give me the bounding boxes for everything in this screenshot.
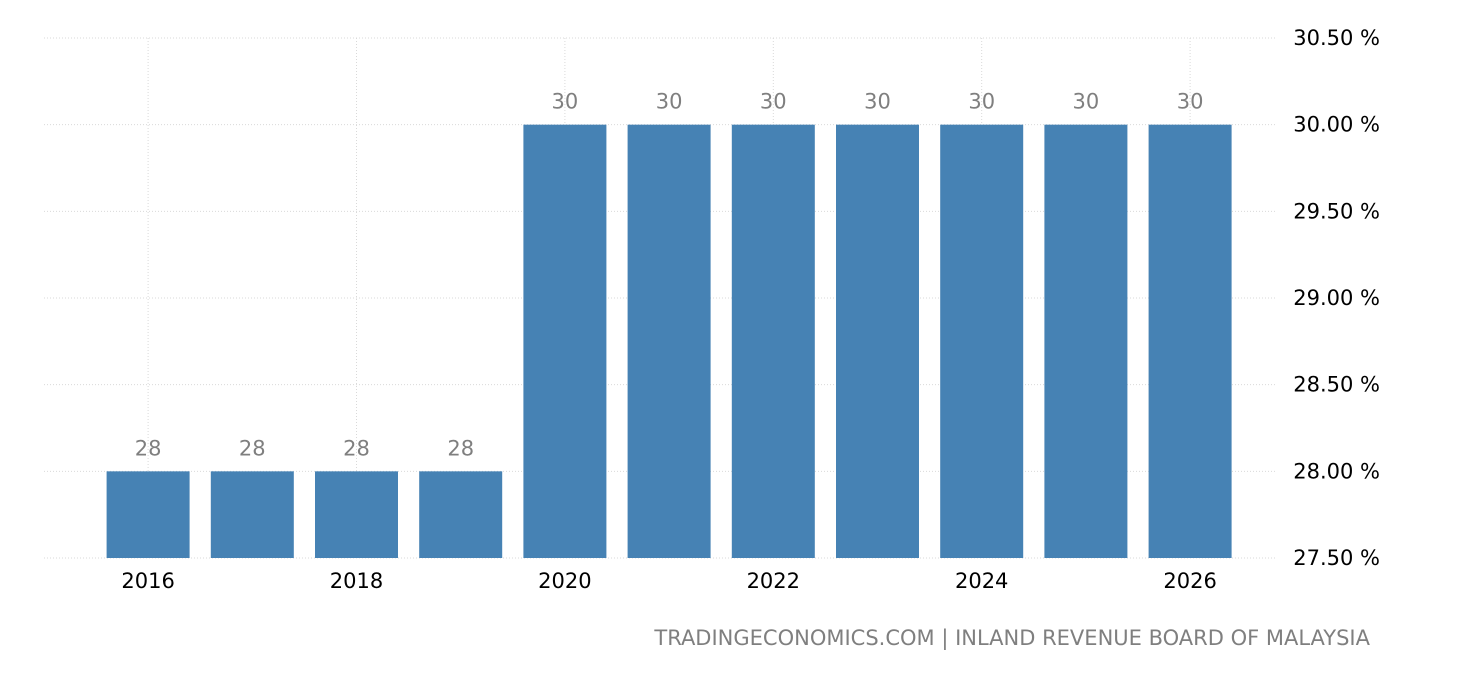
data-label-2024: 30 bbox=[968, 90, 995, 114]
y-tick-label: 29.50 % bbox=[1293, 199, 1380, 223]
bar-2016 bbox=[106, 471, 190, 558]
y-tick-label: 28.00 % bbox=[1293, 459, 1380, 483]
data-label-2017: 28 bbox=[239, 436, 266, 460]
data-label-2022: 30 bbox=[760, 90, 787, 114]
bar-2022 bbox=[731, 124, 815, 559]
x-tick-label: 2022 bbox=[747, 569, 800, 593]
y-tick-label: 30.50 % bbox=[1293, 26, 1380, 50]
bar-2025 bbox=[1044, 124, 1128, 559]
source-attribution: TRADINGECONOMICS.COM | INLAND REVENUE BO… bbox=[654, 626, 1370, 650]
x-tick-label: 2020 bbox=[538, 569, 591, 593]
bar-2023 bbox=[836, 124, 919, 559]
y-tick-label: 27.50 % bbox=[1293, 546, 1380, 570]
data-label-2025: 30 bbox=[1073, 90, 1100, 114]
bar-2018 bbox=[315, 471, 398, 558]
y-tick-label: 29.00 % bbox=[1293, 286, 1380, 310]
bar-2020 bbox=[523, 124, 607, 559]
data-label-2023: 30 bbox=[864, 90, 891, 114]
y-tick-label: 30.00 % bbox=[1293, 113, 1380, 137]
bar-2019 bbox=[419, 471, 503, 558]
x-tick-label: 2016 bbox=[121, 569, 174, 593]
x-tick-label: 2018 bbox=[330, 569, 383, 593]
bar-2026 bbox=[1148, 124, 1232, 559]
data-label-2016: 28 bbox=[135, 436, 162, 460]
x-tick-label: 2024 bbox=[955, 569, 1008, 593]
data-label-2019: 28 bbox=[447, 436, 474, 460]
data-label-2020: 30 bbox=[552, 90, 579, 114]
x-tick-label: 2026 bbox=[1163, 569, 1216, 593]
data-label-2021: 30 bbox=[656, 90, 683, 114]
data-label-2018: 28 bbox=[343, 436, 370, 460]
bar-2024 bbox=[940, 124, 1024, 559]
data-label-2026: 30 bbox=[1177, 90, 1204, 114]
bar-2021 bbox=[627, 124, 711, 559]
y-tick-label: 28.50 % bbox=[1293, 373, 1380, 397]
bar-2017 bbox=[210, 471, 294, 558]
